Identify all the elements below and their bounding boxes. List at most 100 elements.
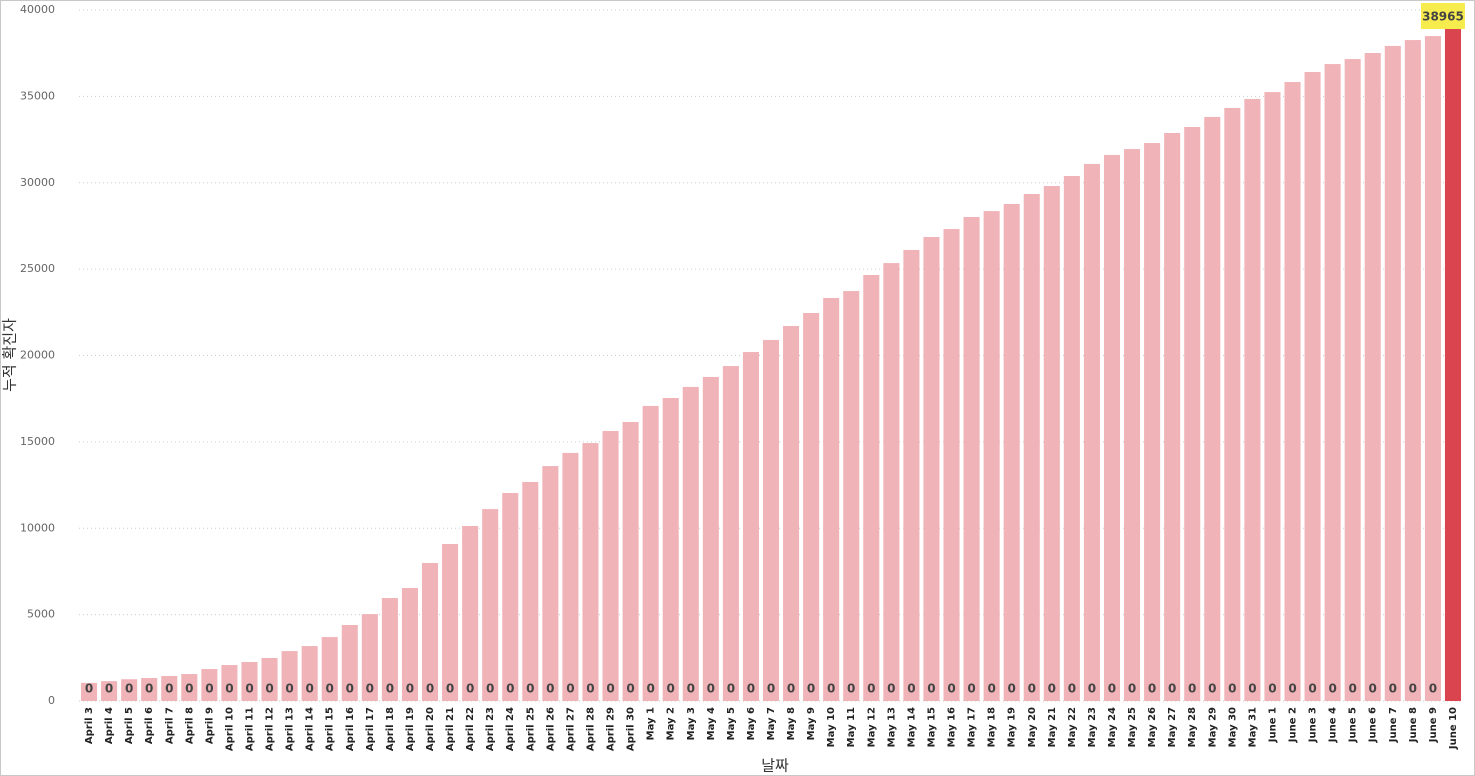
data-label: 0 [205, 682, 213, 696]
data-label: 0 [1128, 682, 1136, 696]
bar [141, 678, 158, 701]
x-tick-label: April 4 [104, 707, 115, 744]
data-label: 0 [245, 682, 253, 696]
data-label: 0 [506, 682, 514, 696]
bar [1264, 92, 1281, 701]
data-label: 0 [1148, 682, 1156, 696]
bar [181, 674, 198, 701]
bar [361, 614, 378, 701]
bar [1043, 186, 1060, 702]
bar [1304, 72, 1321, 701]
bar [1384, 45, 1401, 701]
bar [1424, 36, 1441, 701]
data-label: 0 [366, 682, 374, 696]
bar [381, 598, 398, 701]
data-label: 0 [285, 682, 293, 696]
data-label: 0 [1248, 682, 1256, 696]
data-label: 0 [987, 682, 995, 696]
data-label: 0 [185, 682, 193, 696]
x-tick-label: June 2 [1288, 707, 1299, 743]
bar [803, 313, 820, 701]
data-label: 0 [486, 682, 494, 696]
bar [562, 452, 579, 701]
bar [1204, 116, 1221, 701]
bar [502, 493, 519, 701]
x-tick-label: June 5 [1348, 707, 1359, 743]
data-label: 0 [1389, 682, 1397, 696]
x-tick-label: May 1 [646, 707, 657, 740]
bar [582, 443, 599, 701]
x-tick-label: April 26 [545, 707, 556, 751]
bar [1023, 193, 1040, 701]
data-label: 0 [1369, 682, 1377, 696]
data-label: 0 [947, 682, 955, 696]
data-label: 0 [707, 682, 715, 696]
x-tick-label: May 27 [1167, 707, 1178, 747]
x-tick-label: April 15 [325, 707, 336, 751]
x-tick-label: May 21 [1047, 707, 1058, 747]
bar [1284, 82, 1301, 702]
data-label: 0 [1328, 682, 1336, 696]
data-label: 0 [727, 682, 735, 696]
x-tick-label: June 1 [1267, 707, 1278, 743]
bar [281, 651, 298, 701]
data-label: 0 [85, 682, 93, 696]
bar [662, 397, 679, 701]
x-tick-label: April 20 [425, 707, 436, 751]
data-label: 0 [1208, 682, 1216, 696]
x-tick-label: June 3 [1308, 707, 1319, 743]
data-label: 0 [165, 682, 173, 696]
x-tick-label: April 9 [204, 707, 215, 744]
x-tick-label: April 10 [224, 707, 235, 751]
bar [602, 430, 619, 701]
y-tick-label: 40000 [20, 3, 55, 16]
data-label: 0 [1048, 682, 1056, 696]
x-tick-label: June 10 [1448, 707, 1459, 750]
x-tick-label: June 4 [1328, 707, 1339, 743]
bar [1144, 143, 1161, 701]
data-label: 0 [1188, 682, 1196, 696]
y-tick-label: 35000 [20, 89, 55, 102]
bar [321, 637, 338, 701]
data-label: 0 [1168, 682, 1176, 696]
bar [241, 661, 258, 701]
data-label: 0 [827, 682, 835, 696]
bar [401, 588, 418, 701]
x-tick-label: May 18 [987, 707, 998, 747]
bar [983, 211, 1000, 701]
bar [121, 679, 138, 701]
x-tick-label: May 20 [1027, 707, 1038, 747]
bar [702, 376, 719, 701]
bar [161, 675, 178, 701]
x-tick-label: May 5 [726, 707, 737, 740]
x-tick-label: May 23 [1087, 707, 1098, 747]
data-label: 0 [386, 682, 394, 696]
data-label: 0 [105, 682, 113, 696]
data-label: 0 [847, 682, 855, 696]
y-tick-label: 0 [48, 694, 55, 707]
x-tick-label: April 28 [585, 707, 596, 751]
x-tick-label: May 8 [786, 707, 797, 740]
data-label: 0 [1349, 682, 1357, 696]
data-label: 0 [787, 682, 795, 696]
x-tick-label: May 2 [666, 707, 677, 740]
bar [762, 339, 780, 701]
bar [542, 466, 559, 701]
bar [1444, 27, 1461, 701]
data-label: 0 [887, 682, 895, 696]
x-tick-label: April 19 [405, 707, 416, 751]
data-label: 0 [927, 682, 935, 696]
x-tick-label: April 7 [164, 707, 175, 744]
x-tick-label: May 29 [1207, 707, 1218, 747]
x-tick-label: June 8 [1408, 707, 1419, 743]
bar [421, 562, 439, 701]
data-label: 0 [466, 682, 474, 696]
bar [221, 665, 238, 701]
x-tick-label: May 13 [886, 707, 897, 747]
x-tick-label: April 14 [305, 707, 316, 751]
x-tick-label: April 29 [606, 707, 617, 751]
x-tick-label: April 17 [365, 707, 376, 751]
bar [1224, 107, 1241, 702]
data-label: 0 [807, 682, 815, 696]
